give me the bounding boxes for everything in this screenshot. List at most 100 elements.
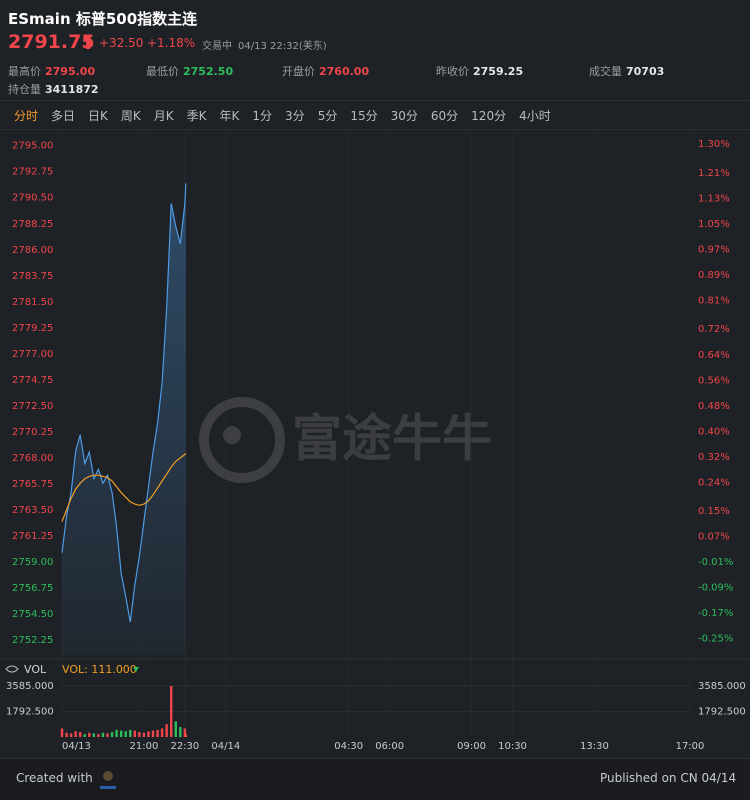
volume-bar <box>142 732 146 737</box>
up-arrow <box>83 35 93 49</box>
y2-tick-label: 1.21% <box>698 168 730 179</box>
y2-tick-label: -0.01% <box>698 557 733 568</box>
y2-tick-label: 0.15% <box>698 506 730 517</box>
tab[interactable]: 多日 <box>51 109 76 123</box>
y-tick-label: 3585.000 <box>698 681 746 692</box>
tab[interactable]: 周K <box>120 109 141 123</box>
eye-icon[interactable] <box>5 665 19 673</box>
y-tick-label: 2752.25 <box>12 635 53 646</box>
y2-tick-label: 0.89% <box>698 270 730 281</box>
stat-value: 2759.25 <box>473 65 524 78</box>
vol-title: VOL <box>24 663 47 676</box>
y-tick-label: 2756.75 <box>12 583 53 594</box>
volume-bar <box>83 734 86 737</box>
created-with: Created with <box>16 771 93 785</box>
x-tick-label: 04/14 <box>211 741 240 752</box>
series-line <box>61 183 187 623</box>
tab[interactable]: 4小时 <box>519 109 551 123</box>
status: 交易中 <box>202 41 232 52</box>
chart: 富途牛牛 VOL VOL: 111.000 2795.00 2792.75 2790… <box>0 133 750 752</box>
series-line <box>61 452 187 522</box>
watermark: 富途牛牛 <box>292 410 492 468</box>
volume-bar <box>170 686 173 737</box>
watermark-logo <box>199 397 285 483</box>
tab[interactable]: 15分 <box>350 109 378 123</box>
stat-label: 持仓量 <box>8 83 41 96</box>
tab[interactable]: 30分 <box>390 109 418 123</box>
volume-bar <box>101 732 105 737</box>
tab[interactable]: 日K <box>88 109 108 123</box>
y-tick-label: 2788.25 <box>12 219 53 230</box>
volume-bar <box>174 721 177 737</box>
change-pct: +1.18% <box>147 36 196 50</box>
tab[interactable]: 1分 <box>252 109 273 123</box>
tab[interactable]: 年K <box>219 109 240 123</box>
volume-bar <box>156 729 159 737</box>
tab[interactable]: 3分 <box>285 109 305 123</box>
volume-bar <box>79 732 82 737</box>
title: ESmain 标普500指数主连 <box>8 10 198 28</box>
volume-bar <box>147 731 150 737</box>
volume-bar <box>124 731 127 737</box>
y-tick-label: 2765.75 <box>12 479 53 490</box>
logo <box>100 771 116 789</box>
stat-label: 最高价 <box>8 65 41 78</box>
volume-bar <box>133 730 137 737</box>
y2-tick-label: 0.81% <box>698 296 730 307</box>
y-tick-label: 2759.00 <box>12 557 53 568</box>
footer <box>0 758 750 800</box>
y2-tick-label: -0.17% <box>698 608 733 619</box>
y2-tick-label: -0.09% <box>698 583 733 594</box>
volume-bar <box>119 730 123 737</box>
published: Published on CN 04/14 <box>600 771 737 785</box>
volume-bar <box>106 733 109 737</box>
stat-value: 2795.00 <box>45 65 96 78</box>
volume-bar <box>160 728 164 737</box>
tab[interactable]: 5分 <box>317 109 338 123</box>
volume-bar <box>183 728 187 737</box>
stat: 最高价 2795.00 <box>8 60 95 79</box>
volume-bar <box>138 732 141 737</box>
dropdown[interactable] <box>133 667 139 672</box>
y2-tick-label: 0.32% <box>698 452 730 463</box>
volume-bar <box>69 733 73 737</box>
y-tick-label: 2761.25 <box>12 531 53 542</box>
stat-label: 成交量 <box>589 65 622 78</box>
x-tick-label: 04/13 <box>62 741 91 752</box>
y-tick-label: 2781.50 <box>12 297 53 308</box>
x-tick-label: 10:30 <box>498 741 527 752</box>
x-tick-label: 22:30 <box>170 741 199 752</box>
y2-tick-label: 0.48% <box>698 401 730 412</box>
time: 04/13 22:32(美东) <box>238 41 327 52</box>
y2-tick-label: 0.07% <box>698 532 730 543</box>
tab[interactable]: 分时 <box>14 109 39 123</box>
stat-value: 70703 <box>626 65 665 78</box>
y-tick-label: 2786.00 <box>12 245 53 256</box>
stat: 成交量 70703 <box>589 60 664 79</box>
stat-value: 3411872 <box>45 83 99 96</box>
y-tick-label: 2783.75 <box>12 271 53 282</box>
tab[interactable]: 月K <box>153 109 174 123</box>
stat-value: 2752.50 <box>183 65 234 78</box>
y2-tick-label: 1.05% <box>698 219 730 230</box>
y-tick-label: 2763.50 <box>12 505 53 516</box>
tab[interactable]: 季K <box>186 109 207 123</box>
stat: 昨收价 2759.25 <box>436 60 523 79</box>
tab-bar <box>0 100 750 130</box>
y-tick-label: 2770.25 <box>12 427 53 438</box>
y-tick-label: 1792.500 <box>698 707 746 718</box>
stat: 开盘价 2760.00 <box>282 60 369 79</box>
volume-bar <box>88 732 91 737</box>
volume-bar <box>60 728 64 737</box>
y2-tick-label: 0.24% <box>698 477 730 488</box>
volume-bar <box>129 729 132 737</box>
volume-bar <box>92 733 96 737</box>
volume-bar <box>179 727 182 737</box>
y2-tick-label: 0.64% <box>698 350 730 361</box>
price-area <box>62 183 186 656</box>
tab[interactable]: 120分 <box>471 109 507 123</box>
tab[interactable]: 60分 <box>430 109 459 123</box>
y-tick-label: 2790.50 <box>12 193 53 204</box>
price: 2791.75 <box>8 31 95 53</box>
